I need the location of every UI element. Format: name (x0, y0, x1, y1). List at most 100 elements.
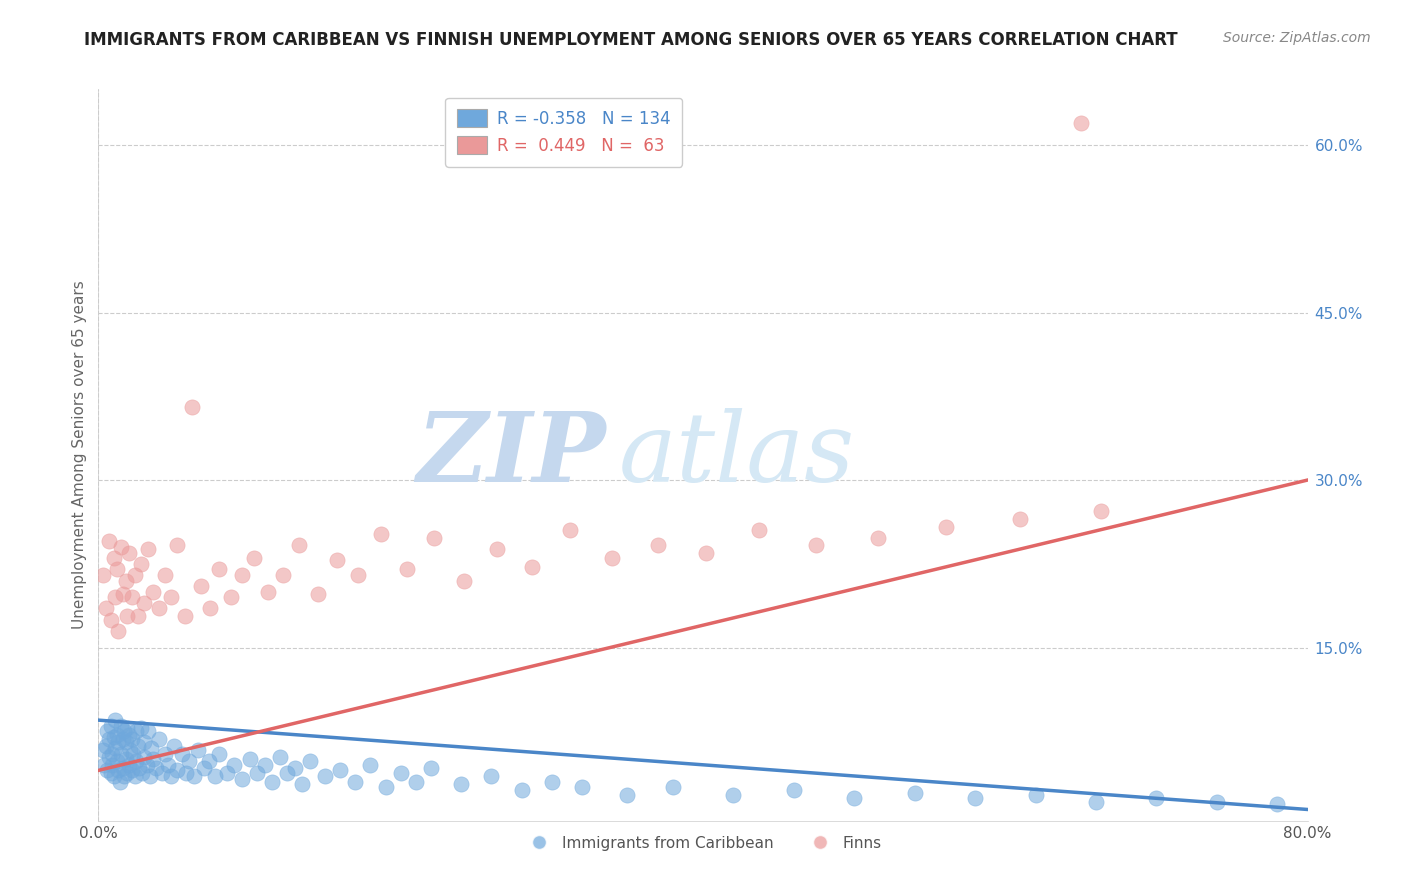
Point (105, 562, 128, 576)
Point (170, 747, 193, 761)
Point (661, 780, 683, 794)
Point (215, 765, 238, 780)
Point (115, 721, 138, 735)
Point (208, 747, 231, 761)
Point (395, 562, 418, 576)
Text: ZIP: ZIP (416, 408, 606, 502)
Point (111, 587, 134, 601)
Point (453, 574, 475, 588)
Point (110, 719, 132, 733)
Point (183, 769, 205, 783)
Point (124, 568, 146, 582)
Point (98, 750, 121, 764)
Point (1010, 512, 1032, 526)
Point (104, 591, 127, 605)
Point (115, 765, 138, 780)
Point (1144, 791, 1167, 805)
Point (806, 538, 828, 552)
Point (174, 765, 197, 780)
Point (94, 739, 117, 753)
Point (125, 755, 148, 769)
Point (108, 774, 131, 789)
Point (96, 764, 118, 778)
Point (307, 587, 329, 601)
Point (616, 788, 638, 802)
Point (284, 761, 307, 775)
Point (540, 774, 562, 789)
Point (107, 764, 129, 778)
Point (262, 774, 284, 789)
Point (695, 546, 717, 560)
Point (153, 568, 176, 582)
Point (132, 596, 155, 610)
Point (299, 755, 322, 769)
Point (96, 724, 118, 739)
Point (156, 757, 179, 772)
Point (139, 769, 162, 783)
Point (748, 524, 770, 538)
Point (107, 735, 129, 749)
Point (166, 764, 188, 778)
Point (647, 538, 669, 552)
Point (145, 761, 167, 775)
Legend: Immigrants from Caribbean, Finns: Immigrants from Caribbean, Finns (517, 830, 889, 857)
Point (142, 584, 165, 599)
Point (326, 553, 349, 567)
Point (132, 750, 155, 764)
Point (783, 783, 806, 797)
Point (101, 757, 124, 772)
Point (160, 769, 183, 783)
Point (128, 761, 150, 775)
Point (114, 574, 136, 588)
Point (179, 755, 201, 769)
Point (344, 774, 367, 789)
Point (329, 764, 352, 778)
Point (125, 724, 148, 739)
Point (374, 780, 396, 794)
Point (136, 542, 159, 557)
Point (1267, 797, 1289, 811)
Point (111, 761, 134, 775)
Text: atlas: atlas (619, 408, 855, 502)
Point (243, 551, 266, 566)
Point (723, 788, 745, 802)
Point (122, 747, 145, 761)
Point (104, 741, 127, 756)
Point (420, 761, 443, 775)
Point (150, 765, 173, 780)
Point (127, 739, 149, 753)
Point (91, 568, 114, 582)
Point (91, 743, 114, 757)
Point (558, 524, 581, 538)
Point (231, 772, 253, 787)
Point (271, 568, 294, 582)
Point (522, 560, 544, 574)
Point (121, 591, 143, 605)
Point (253, 757, 276, 772)
Point (405, 774, 427, 789)
Point (246, 765, 269, 780)
Point (1090, 504, 1112, 518)
Point (153, 747, 176, 761)
Point (103, 769, 125, 783)
Point (132, 735, 155, 749)
Point (269, 750, 291, 764)
Point (224, 757, 246, 772)
Point (602, 551, 624, 566)
Point (121, 732, 143, 747)
Point (118, 757, 141, 772)
Point (107, 624, 129, 638)
Point (450, 777, 472, 791)
Point (481, 769, 503, 783)
Point (193, 761, 215, 775)
Text: IMMIGRANTS FROM CARIBBEAN VS FINNISH UNEMPLOYMENT AMONG SENIORS OVER 65 YEARS CO: IMMIGRANTS FROM CARIBBEAN VS FINNISH UNE… (84, 31, 1178, 49)
Point (181, 401, 204, 415)
Point (187, 743, 209, 757)
Point (111, 732, 134, 747)
Point (1206, 795, 1229, 809)
Point (160, 591, 183, 605)
Point (141, 741, 163, 756)
Point (112, 769, 135, 783)
Point (112, 724, 135, 739)
Point (100, 765, 122, 780)
